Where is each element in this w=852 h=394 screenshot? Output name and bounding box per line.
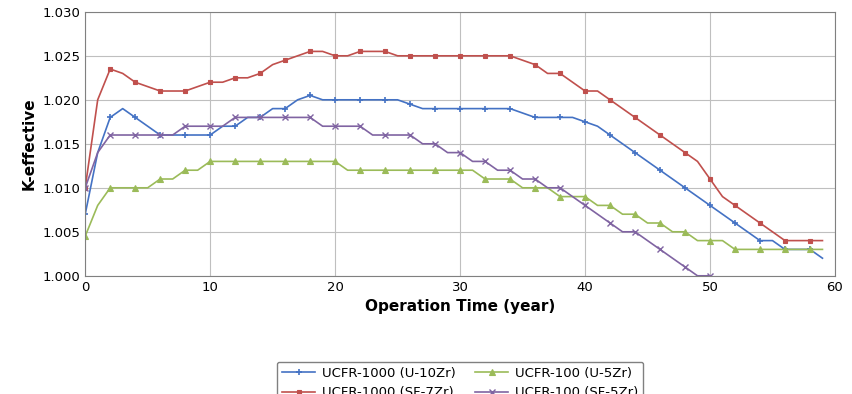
UCFR-1000 (U-10Zr) [292, 97, 302, 102]
UCFR-100 (U-5Zr) [817, 247, 827, 252]
UCFR-1000 (SF-7Zr) [292, 54, 302, 58]
UCFR-100 (SF-5Zr) [305, 115, 315, 120]
X-axis label: Operation Time (year): Operation Time (year) [365, 299, 556, 314]
UCFR-100 (SF-5Zr) [80, 186, 90, 190]
UCFR-100 (SF-5Zr) [205, 124, 216, 128]
UCFR-1000 (U-10Zr) [817, 256, 827, 260]
Line: UCFR-100 (U-5Zr): UCFR-100 (U-5Zr) [83, 159, 826, 252]
UCFR-100 (U-5Zr) [217, 159, 227, 164]
UCFR-1000 (SF-7Zr) [205, 80, 216, 85]
UCFR-1000 (SF-7Zr) [330, 54, 340, 58]
Y-axis label: K-effective: K-effective [22, 97, 37, 190]
UCFR-1000 (SF-7Zr) [268, 62, 278, 67]
UCFR-100 (SF-5Zr) [555, 186, 565, 190]
UCFR-1000 (U-10Zr) [330, 97, 340, 102]
Legend: UCFR-1000 (U-10Zr), UCFR-1000 (SF-7Zr), UCFR-100 (U-5Zr), UCFR-100 (SF-5Zr): UCFR-1000 (U-10Zr), UCFR-1000 (SF-7Zr), … [277, 362, 643, 394]
Line: UCFR-100 (SF-5Zr): UCFR-100 (SF-5Zr) [82, 114, 826, 288]
Line: UCFR-1000 (U-10Zr): UCFR-1000 (U-10Zr) [82, 92, 826, 262]
UCFR-1000 (U-10Zr) [343, 97, 353, 102]
UCFR-1000 (SF-7Zr) [343, 54, 353, 58]
UCFR-1000 (SF-7Zr) [817, 238, 827, 243]
UCFR-100 (U-5Zr) [555, 194, 565, 199]
UCFR-1000 (U-10Zr) [268, 106, 278, 111]
UCFR-100 (SF-5Zr) [343, 124, 353, 128]
UCFR-100 (SF-5Zr) [330, 124, 340, 128]
Line: UCFR-1000 (SF-7Zr): UCFR-1000 (SF-7Zr) [83, 49, 825, 243]
UCFR-1000 (U-10Zr) [305, 93, 315, 98]
UCFR-1000 (U-10Zr) [555, 115, 565, 120]
UCFR-1000 (SF-7Zr) [305, 49, 315, 54]
UCFR-100 (U-5Zr) [280, 159, 291, 164]
UCFR-1000 (SF-7Zr) [80, 186, 90, 190]
UCFR-1000 (SF-7Zr) [780, 238, 790, 243]
UCFR-100 (U-5Zr) [343, 168, 353, 173]
UCFR-100 (SF-5Zr) [230, 115, 240, 120]
UCFR-1000 (U-10Zr) [205, 133, 216, 138]
UCFR-100 (U-5Zr) [205, 159, 216, 164]
UCFR-100 (U-5Zr) [730, 247, 740, 252]
UCFR-100 (SF-5Zr) [817, 282, 827, 287]
UCFR-100 (U-5Zr) [80, 234, 90, 238]
UCFR-1000 (U-10Zr) [80, 212, 90, 217]
UCFR-100 (SF-5Zr) [280, 115, 291, 120]
UCFR-100 (U-5Zr) [305, 159, 315, 164]
UCFR-100 (U-5Zr) [330, 159, 340, 164]
UCFR-100 (SF-5Zr) [717, 282, 728, 287]
UCFR-1000 (SF-7Zr) [555, 71, 565, 76]
